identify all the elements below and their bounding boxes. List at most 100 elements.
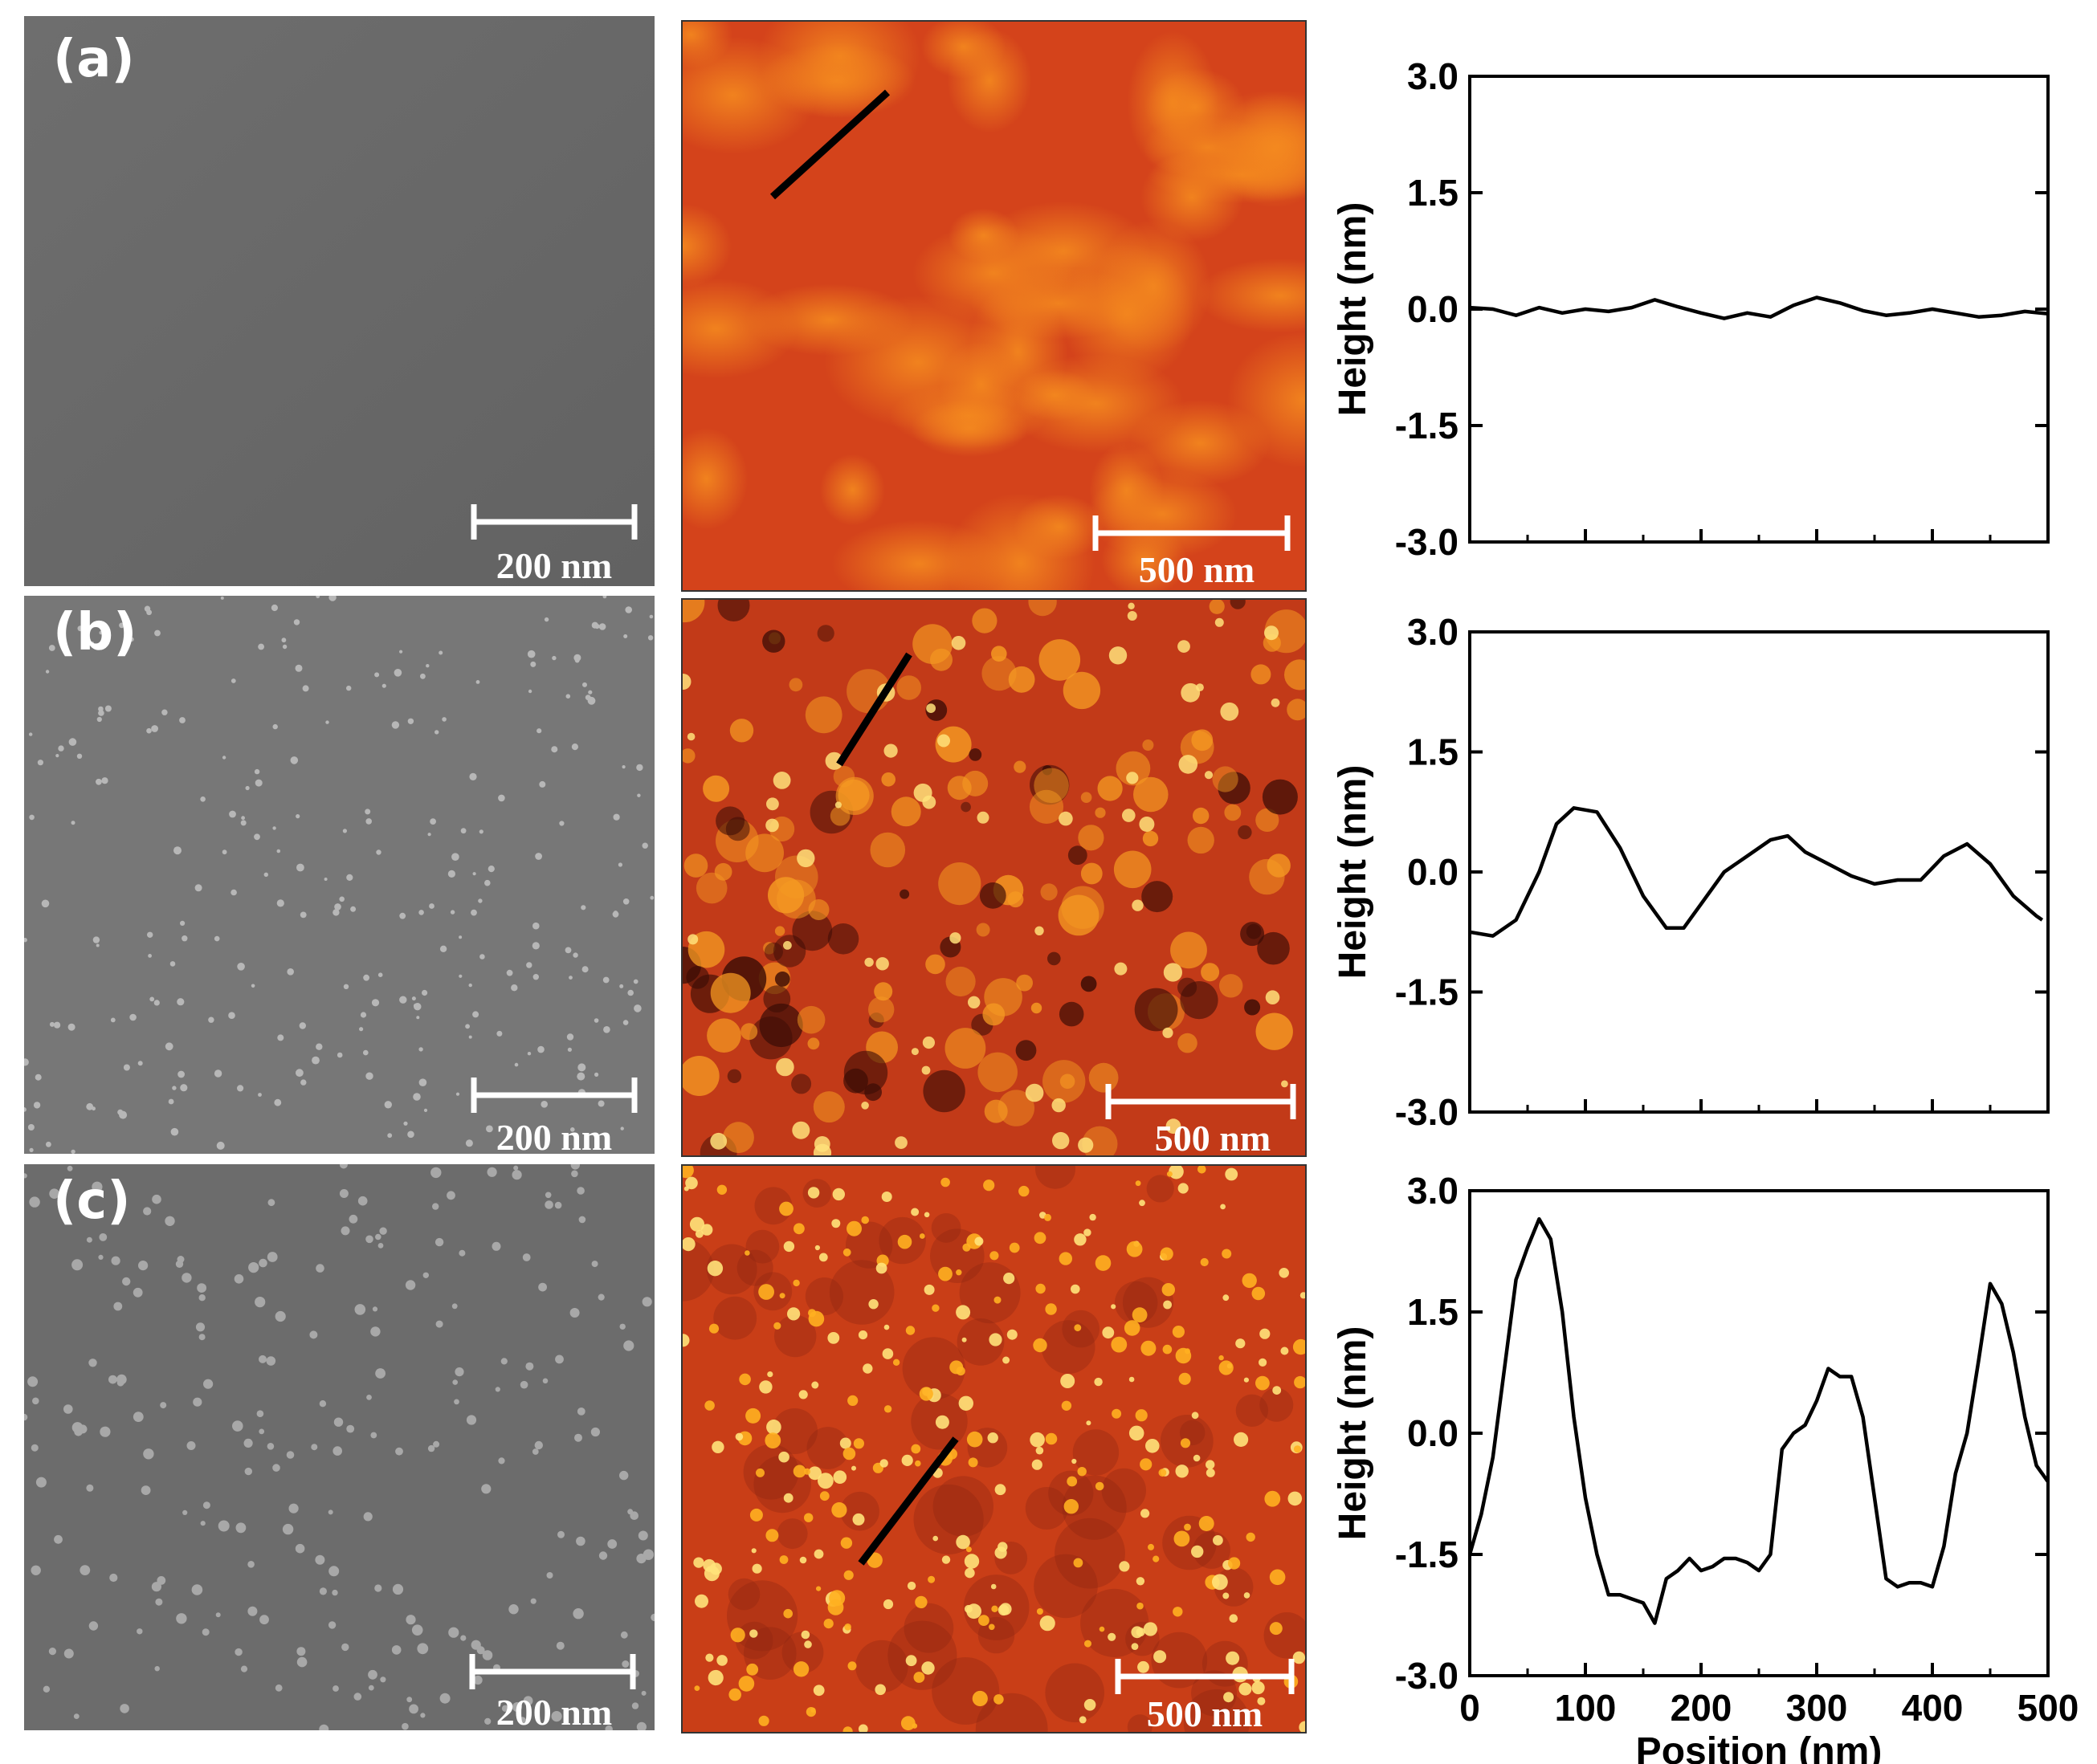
afm-particle <box>808 1310 825 1327</box>
y-tick-label: 3.0 <box>1407 55 1459 97</box>
sem-particle <box>478 898 483 903</box>
afm-particle <box>1251 1286 1266 1301</box>
afm-particle <box>1280 1346 1289 1355</box>
afm-particle <box>1222 1249 1232 1259</box>
afm-particle <box>1045 1303 1057 1315</box>
afm-particle <box>938 1266 953 1281</box>
sem-particle <box>479 829 483 834</box>
sem-particle <box>422 989 428 996</box>
x-tick-label: 400 <box>1902 1687 1964 1729</box>
sem-scale-a: 200 nm <box>496 545 612 586</box>
sem-particle <box>511 984 518 992</box>
y-tick-label: 0.0 <box>1407 851 1459 893</box>
sem-particle <box>73 1713 80 1719</box>
afm-blob <box>735 1621 773 1660</box>
afm-blob <box>729 719 754 743</box>
sem-particle <box>177 1070 186 1078</box>
afm-particle <box>991 1605 998 1612</box>
afm-bright-spot <box>1204 771 1214 780</box>
sem-particle <box>281 638 287 643</box>
sem-particle <box>200 1521 206 1526</box>
afm-blob <box>1267 853 1291 878</box>
sem-particle <box>372 1306 378 1312</box>
afm-blob <box>725 817 750 841</box>
afm-particle <box>706 1566 712 1572</box>
sem-particle <box>275 1684 283 1692</box>
afm-bright-spot <box>951 636 966 650</box>
afm-particle <box>1197 1166 1206 1174</box>
sem-particle <box>508 1604 519 1615</box>
afm-particle <box>1269 1569 1286 1586</box>
sem-particle <box>29 732 33 736</box>
afm-particle <box>798 1390 808 1399</box>
afm-blob <box>1212 766 1238 792</box>
sem-particle <box>248 1262 259 1273</box>
afm-particle <box>978 1615 989 1626</box>
afm-particle <box>1161 1283 1175 1297</box>
afm-blob <box>1080 792 1092 803</box>
sem-particle <box>634 1004 642 1012</box>
afm-blob <box>969 748 982 761</box>
sem-particle <box>46 1141 51 1147</box>
sem-particle <box>349 1214 358 1224</box>
sem-particle <box>623 1340 634 1351</box>
afm-particle <box>1222 1592 1230 1599</box>
sem-particle <box>35 1477 47 1488</box>
afm-particle <box>1180 1438 1191 1448</box>
afm-particle <box>1292 1338 1305 1355</box>
sem-particle <box>311 1444 318 1451</box>
sem-particle <box>465 1024 470 1029</box>
sem-particle <box>137 1061 143 1066</box>
afm-particle <box>1135 1409 1148 1422</box>
afm-blob <box>696 872 728 904</box>
afm-blob <box>1170 931 1207 969</box>
afm-blob <box>1197 258 1305 333</box>
sem-particle <box>498 794 505 802</box>
sem-particle <box>316 1264 324 1273</box>
afm-particle <box>683 1237 696 1252</box>
sem-particle <box>384 1101 392 1109</box>
afm-bright-spot <box>1181 682 1201 703</box>
afm-particle <box>818 1473 834 1489</box>
afm-particle <box>765 1529 779 1542</box>
height-profile-chart-c: 3.0 1.5 0.0 -1.5 -3.00 100 200 300 400 500 Height … <box>1332 1170 2079 1764</box>
sem-particle <box>100 1426 111 1437</box>
sem-particle <box>29 814 35 821</box>
sem-particle <box>275 1310 286 1322</box>
afm-bright-spot <box>687 934 699 945</box>
sem-particle <box>173 846 182 855</box>
sem-particle <box>649 614 654 619</box>
afm-particle <box>1193 1454 1201 1462</box>
y-tick-label: 1.5 <box>1407 1291 1459 1333</box>
y-tick-label: 1.5 <box>1407 731 1459 773</box>
sem-particle <box>512 1170 522 1180</box>
sem-particle <box>168 1098 174 1105</box>
afm-bright-spot <box>825 752 843 770</box>
afm-bright-spot <box>766 797 779 811</box>
sem-particle <box>484 1717 492 1725</box>
afm-blob <box>754 1187 793 1225</box>
sem-particle <box>602 596 607 599</box>
sem-particle <box>448 1627 459 1638</box>
sem-particle <box>487 1167 497 1177</box>
afm-particle <box>804 1640 812 1648</box>
sem-particle <box>368 1669 377 1680</box>
sem-particle <box>316 596 320 599</box>
afm-particle <box>749 1629 758 1638</box>
sem-particle <box>581 905 586 911</box>
afm-scale-a: 500 nm <box>1139 549 1255 590</box>
sem-particle <box>633 979 638 984</box>
sem-particle <box>413 1093 421 1101</box>
afm-blob <box>1045 1663 1104 1723</box>
afm-image-a: 500 nm <box>681 20 1307 592</box>
afm-particle <box>683 1166 694 1179</box>
sem-particle <box>359 1027 364 1032</box>
afm-image-c: 500 nm <box>681 1164 1307 1733</box>
afm-particle <box>765 1432 781 1448</box>
sem-particle <box>420 673 426 679</box>
afm-particle <box>1162 1344 1173 1355</box>
sem-particle <box>300 911 307 919</box>
height-profile-chart-a: 3.0 1.5 0.0 -1.5 -3.0 Height (nm) <box>1332 55 2050 563</box>
sem-particle <box>256 1410 264 1417</box>
sem-particle <box>228 1012 235 1019</box>
